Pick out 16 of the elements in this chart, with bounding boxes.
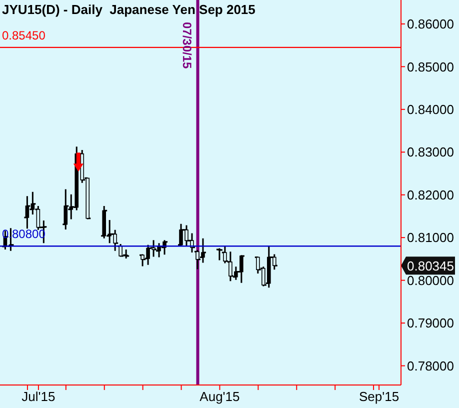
y-tick-label: 0.83000 (407, 144, 454, 160)
chart-title: JYU15(D) - Daily Japanese Yen Sep 2015 (2, 2, 256, 17)
text: 0.80345 (407, 258, 454, 274)
ref-line-label: 07/30/15 (180, 22, 194, 70)
y-tick-label: 0.85000 (407, 59, 454, 74)
ref-line-label: 0.85450 (2, 28, 46, 42)
y-tick-label: 0.79000 (407, 316, 454, 331)
x-tick-label: Jul'15 (22, 389, 56, 404)
x-tick-label: Sep'15 (358, 389, 400, 404)
y-tick-label: 0.86000 (407, 16, 454, 32)
y-tick-label: 0.78000 (407, 358, 454, 374)
x-tick-label: Aug'15 (200, 389, 240, 404)
y-tick-label: 0.80000 (407, 272, 454, 288)
y-tick-label: 0.84000 (407, 102, 454, 118)
y-tick-label: 0.82000 (407, 187, 454, 202)
y-tick-label: 0.81000 (407, 230, 454, 246)
